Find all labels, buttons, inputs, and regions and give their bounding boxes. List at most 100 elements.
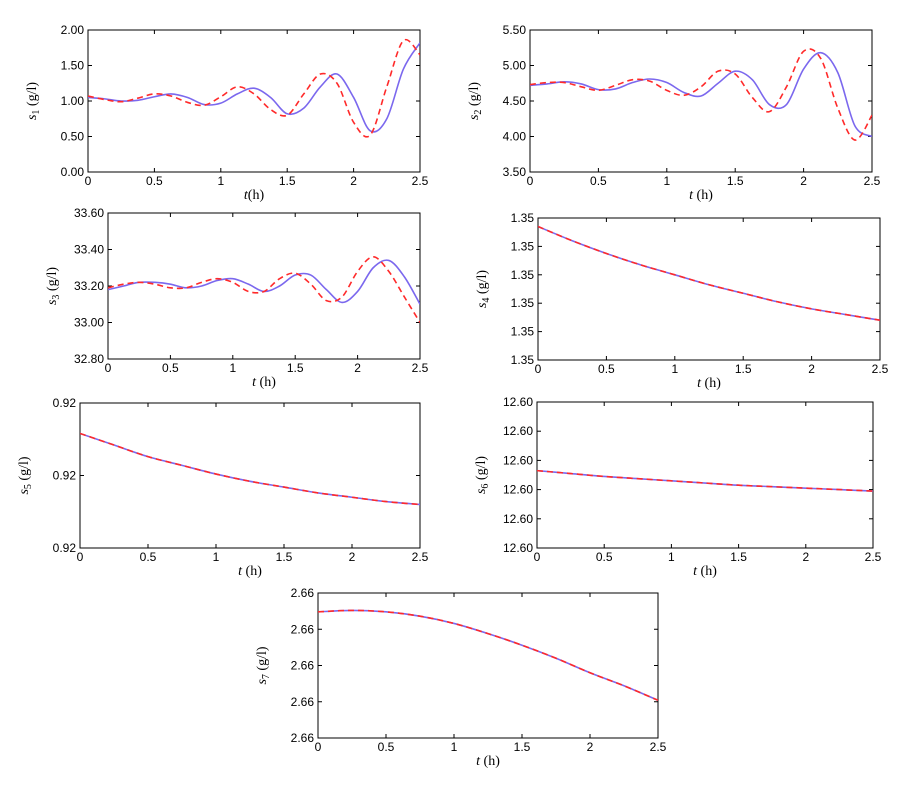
y-tick-label: 32.80 <box>74 352 104 366</box>
y-axis-label: s7 (g/l) <box>255 646 272 684</box>
x-tick-label: 0 <box>315 740 322 754</box>
series-line-dashed <box>318 609 658 702</box>
y-tick-label: 12.60 <box>503 541 533 555</box>
x-tick-label: 2 <box>587 740 594 754</box>
x-tick-label: 0 <box>77 550 84 564</box>
y-tick-label: 1.35 <box>511 239 535 253</box>
y-tick-label: 0.50 <box>61 130 85 144</box>
plot-frame <box>537 217 881 361</box>
y-tick-label: 5.00 <box>503 59 527 73</box>
x-axis-label: t (h) <box>476 754 500 769</box>
x-tick-label: 2 <box>354 361 361 375</box>
y-tick-label: 5.50 <box>503 23 527 37</box>
y-tick-label: 2.66 <box>291 731 315 745</box>
y-axis-label: s5 (g/l) <box>17 456 34 494</box>
chart-panel-7: 0 0.5 1 1.5 2 2.5 2.66 2.66 2.66 2.66 2.66 t (h) s7 … <box>255 586 667 769</box>
x-tick-label: 1 <box>451 740 458 754</box>
y-tick-label: 0.92 <box>53 469 77 483</box>
y-tick-label: 33.60 <box>74 206 104 220</box>
x-axis-label: t (h) <box>697 376 721 391</box>
x-tick-label: 0.5 <box>162 361 179 375</box>
x-tick-label: 0.5 <box>598 362 615 376</box>
x-tick-label: 0 <box>534 550 541 564</box>
x-axis-label: t(h) <box>244 188 265 203</box>
y-tick-label: 33.00 <box>74 316 104 330</box>
chart-panel-6: 0 0.5 1 1.5 2 2.5 12.60 12.60 12.60 12.60 12.60 12.… <box>474 395 882 579</box>
y-axis-label: s3 (g/l) <box>45 267 62 305</box>
y-tick-label: 1.00 <box>61 94 85 108</box>
y-tick-label: 12.60 <box>503 453 533 467</box>
x-axis-label: t (h) <box>693 564 717 579</box>
x-tick-label: 0 <box>535 362 542 376</box>
y-tick-label: 12.60 <box>503 395 533 409</box>
x-tick-label: 0.5 <box>596 550 613 564</box>
y-tick-label: 3.50 <box>503 165 527 179</box>
series-line-solid <box>537 469 873 492</box>
x-tick-label: 1.5 <box>735 362 752 376</box>
y-tick-label: 4.00 <box>503 130 527 144</box>
y-tick-label: 0.92 <box>53 541 77 555</box>
x-tick-label: 2 <box>808 362 815 376</box>
x-tick-label: 1 <box>213 550 220 564</box>
plot-frame <box>529 29 873 173</box>
series-line-dashed <box>108 255 420 323</box>
x-tick-label: 2.5 <box>412 550 429 564</box>
x-tick-label: 0.5 <box>590 174 607 188</box>
series-line-solid <box>88 42 420 133</box>
y-tick-label: 33.40 <box>74 243 104 257</box>
y-tick-label: 0.00 <box>61 165 85 179</box>
plot-frame <box>79 402 421 549</box>
x-tick-label: 1.5 <box>730 550 747 564</box>
x-tick-label: 1.5 <box>514 740 531 754</box>
x-tick-label: 1 <box>663 174 670 188</box>
y-tick-label: 2.66 <box>291 622 315 636</box>
y-tick-label: 12.60 <box>503 424 533 438</box>
series-line-dashed <box>538 225 880 322</box>
x-tick-label: 1 <box>668 550 675 564</box>
y-tick-label: 0.92 <box>53 396 77 410</box>
x-tick-label: 2.5 <box>872 362 889 376</box>
chart-panel-4: 0 0.5 1 1.5 2 2.5 1.35 1.35 1.35 1.35 1.35 1.35 t (h… <box>475 211 889 391</box>
chart-panel-2: 0 0.5 1 1.5 2 2.5 3.50 4.00 4.50 5.00 5.50 t (h) s2 … <box>467 23 881 203</box>
y-axis-label: s4 (g/l) <box>475 270 492 308</box>
y-tick-label: 2.66 <box>291 695 315 709</box>
x-tick-label: 2.5 <box>650 740 667 754</box>
plot-frame <box>317 592 659 739</box>
x-tick-label: 1.5 <box>727 174 744 188</box>
y-tick-label: 2.66 <box>291 586 315 600</box>
plot-frame <box>87 29 421 173</box>
x-axis-label: t (h) <box>252 375 276 390</box>
series-line-dashed <box>80 432 420 506</box>
y-tick-label: 1.35 <box>511 353 535 367</box>
y-tick-label: 33.20 <box>74 279 104 293</box>
x-tick-label: 2 <box>349 550 356 564</box>
chart-panel-5: 0 0.5 1 1.5 2 2.5 0.92 0.92 0.92 t (h) s5 (g/l) <box>17 396 429 579</box>
y-tick-label: 1.50 <box>61 59 85 73</box>
x-tick-label: 1 <box>217 174 224 188</box>
x-tick-label: 2 <box>800 174 807 188</box>
y-tick-label: 12.60 <box>503 512 533 526</box>
y-tick-label: 1.35 <box>511 325 535 339</box>
y-tick-label: 12.60 <box>503 483 533 497</box>
x-axis-label: t (h) <box>689 188 713 203</box>
x-tick-label: 0 <box>527 174 534 188</box>
x-axis-label: t (h) <box>238 564 262 579</box>
y-tick-label: 4.50 <box>503 94 527 108</box>
x-tick-label: 1.5 <box>276 550 293 564</box>
y-tick-label: 2.00 <box>61 23 85 37</box>
y-tick-label: 1.35 <box>511 268 535 282</box>
y-axis-label: s1 (g/l) <box>25 82 42 120</box>
series-line-solid <box>530 51 872 138</box>
x-tick-label: 2.5 <box>412 174 429 188</box>
x-tick-label: 2 <box>802 550 809 564</box>
series-line-dashed <box>88 38 420 138</box>
plot-frame <box>107 212 421 360</box>
y-axis-label: s6 (g/l) <box>474 456 491 494</box>
x-tick-label: 1 <box>671 362 678 376</box>
x-tick-label: 1.5 <box>287 361 304 375</box>
x-tick-label: 1 <box>229 361 236 375</box>
y-tick-label: 1.35 <box>511 296 535 310</box>
x-tick-label: 2.5 <box>864 174 881 188</box>
y-tick-label: 1.35 <box>511 211 535 225</box>
